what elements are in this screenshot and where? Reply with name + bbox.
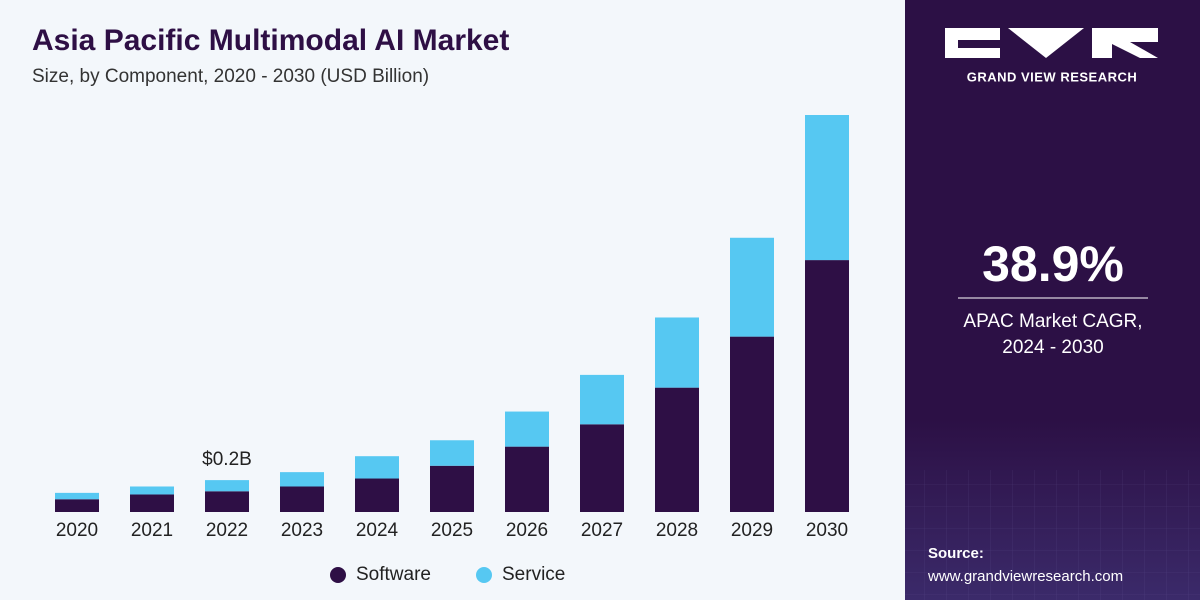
bar-segment [505, 446, 549, 512]
bar-segment [355, 478, 399, 512]
legend-swatch [476, 567, 492, 583]
bar-segment [55, 492, 99, 500]
sidebar-pattern [905, 470, 1200, 600]
x-tick-label: 2025 [431, 520, 473, 541]
bar-segment [130, 494, 174, 512]
bar-segment [805, 115, 849, 261]
bar-segment [730, 336, 774, 512]
stat-caption: 2024 - 2030 [1002, 337, 1103, 358]
bar-segment [130, 486, 174, 495]
x-tick-label: 2030 [806, 520, 848, 541]
x-tick-label: 2022 [206, 520, 248, 541]
brand: GRAND VIEW RESEARCH [967, 69, 1138, 84]
x-tick-label: 2026 [506, 520, 548, 541]
legend-label: Software [356, 564, 431, 585]
bar-segment [280, 472, 324, 487]
legend-label: Service [502, 564, 565, 585]
x-tick-label: 2023 [281, 520, 323, 541]
x-tick-label: 2024 [356, 520, 399, 541]
bar-segment [505, 411, 549, 447]
bar-segment [580, 424, 624, 512]
logo [945, 28, 1158, 58]
bar-segment [580, 374, 624, 425]
legend-swatch [330, 567, 346, 583]
bar-segment [430, 465, 474, 512]
x-tick-label: 2020 [56, 520, 98, 541]
bar-segment [205, 491, 249, 512]
bar-segment [205, 480, 249, 492]
source-label: Source: [928, 545, 984, 562]
source-url: www.grandviewresearch.com [927, 568, 1123, 585]
x-tick-label: 2029 [731, 520, 773, 541]
bar-segment [655, 387, 699, 512]
x-tick-label: 2021 [131, 520, 173, 541]
bar-segment [805, 260, 849, 512]
bar-segment [55, 499, 99, 512]
x-tick-label: 2028 [656, 520, 698, 541]
stat-caption: APAC Market CAGR, [963, 311, 1142, 332]
x-tick-label: 2027 [581, 520, 623, 541]
bar-segment [280, 486, 324, 512]
chart-title: Asia Pacific Multimodal AI Market [32, 24, 509, 57]
bar-segment [355, 456, 399, 479]
bar-segment [430, 440, 474, 466]
bar-segment [655, 317, 699, 388]
chart-subtitle: Size, by Component, 2020 - 2030 (USD Bil… [32, 66, 429, 87]
data-label: $0.2B [202, 449, 252, 470]
stat: 38.9% [982, 236, 1124, 292]
bar-segment [730, 237, 774, 337]
